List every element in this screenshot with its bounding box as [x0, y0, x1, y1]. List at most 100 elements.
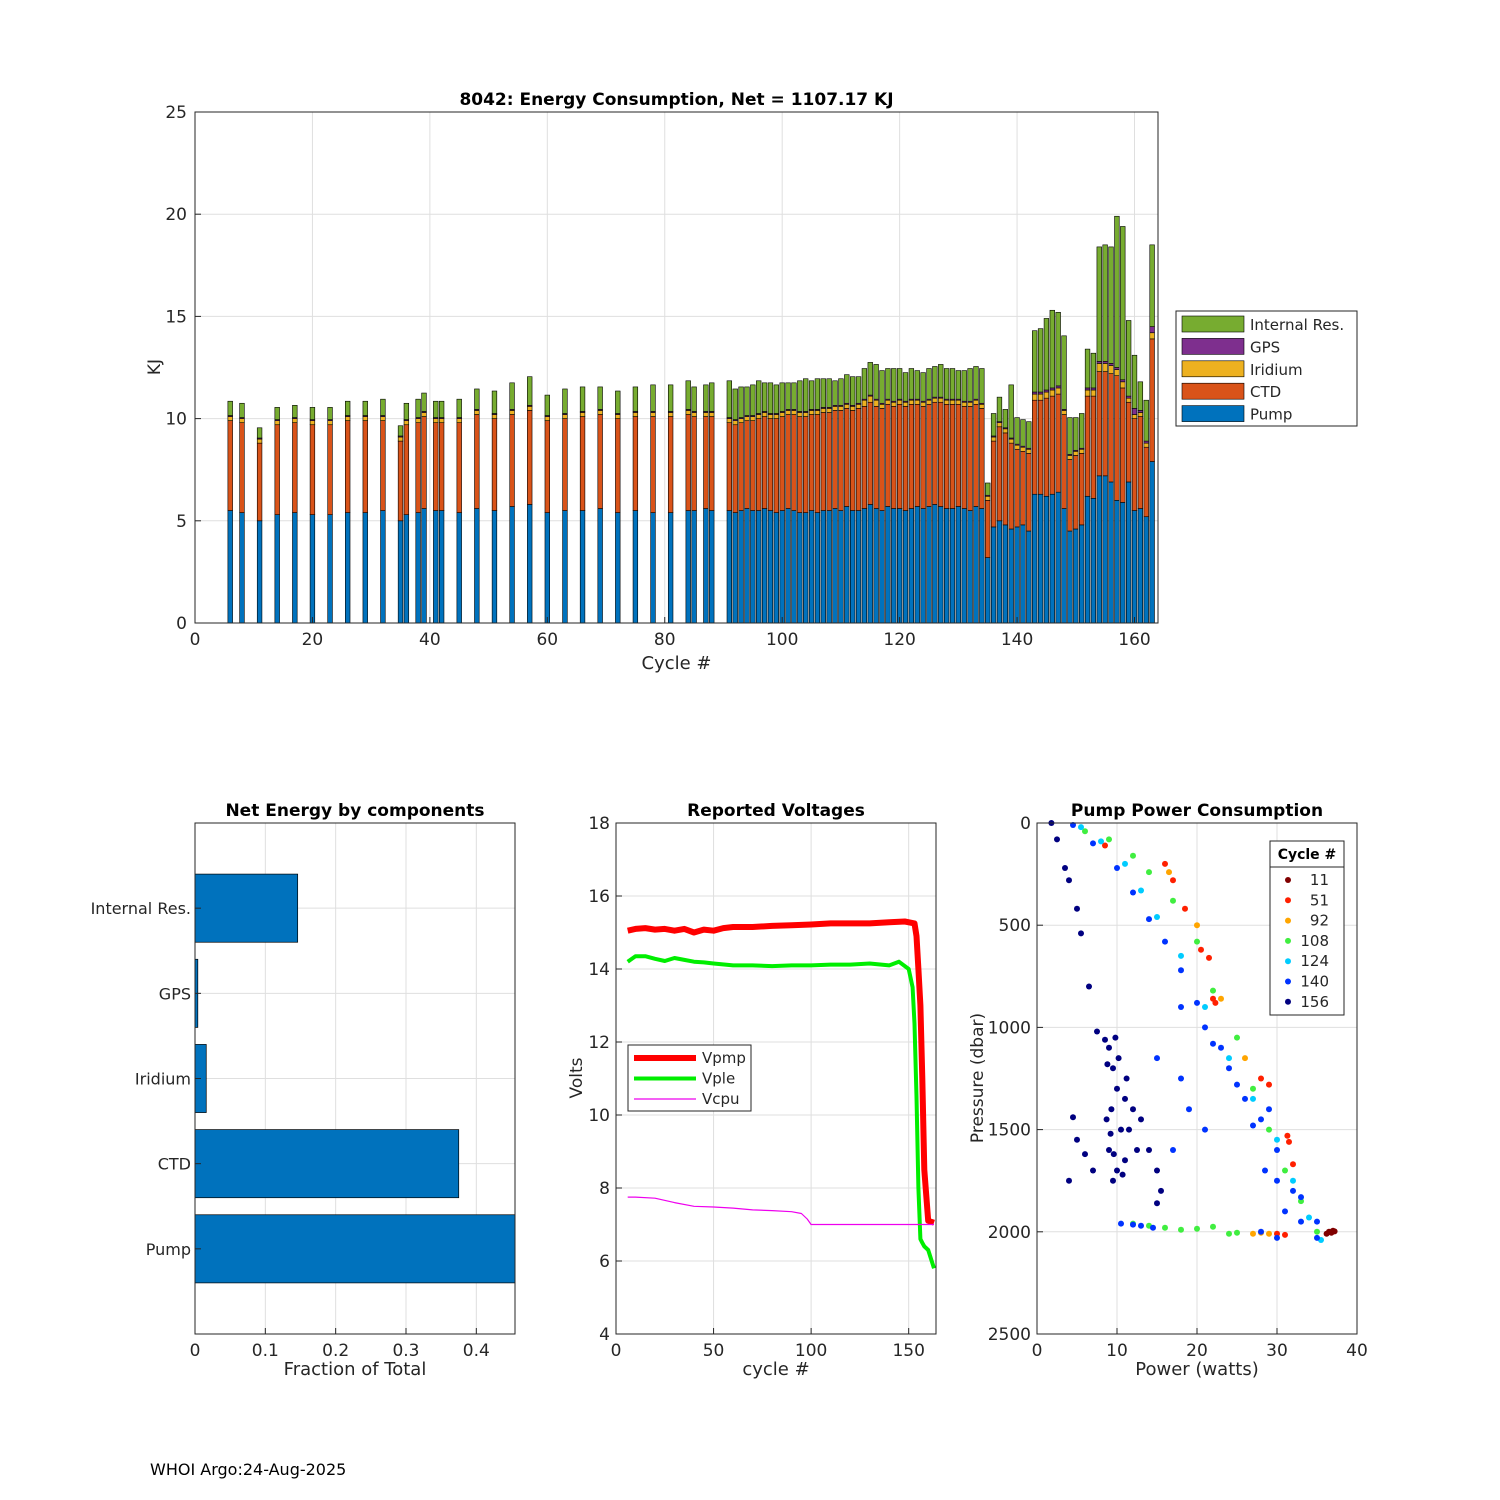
energy-bar-pump: [926, 506, 932, 624]
pump-ytick-label: 2500: [988, 1325, 1031, 1345]
energy-bar-internalres: [732, 388, 738, 420]
energy-bar-internalres: [785, 382, 791, 410]
energy-bar-ctd: [1102, 371, 1108, 477]
energy-bar-pump: [949, 508, 956, 624]
components-bar-internalres: [194, 873, 299, 943]
energy-ytick-label: 0: [176, 614, 187, 634]
pump-legend-marker: [1285, 937, 1291, 944]
energy-bar-internalres: [926, 368, 932, 400]
energy-bar-internalres: [1090, 352, 1097, 389]
components-ytick-label: Internal Res.: [91, 899, 191, 918]
energy-bar-ctd: [808, 414, 815, 511]
energy-bar-ctd: [1120, 387, 1126, 503]
pump-point-cycle-156: [1106, 1147, 1112, 1153]
pump-point-cycle-124: [1154, 914, 1160, 920]
energy-legend-swatch: [1181, 338, 1245, 355]
energy-bar-internalres: [1008, 384, 1014, 439]
energy-bar-ctd: [773, 418, 779, 513]
pump-xtick-label: 20: [1186, 1341, 1208, 1361]
pump-point-cycle-156: [1082, 1151, 1088, 1158]
energy-bar-internalres: [938, 364, 944, 398]
energy-bar-ctd: [491, 418, 498, 511]
pump-xlabel: Power (watts): [1135, 1359, 1258, 1380]
energy-bar-iridium: [1049, 389, 1055, 397]
energy-bar-gps: [1043, 389, 1050, 393]
energy-bar-internalres: [879, 370, 885, 404]
voltages-xtick-label: 100: [795, 1341, 827, 1361]
energy-bar-ctd: [908, 403, 915, 509]
pump-point-cycle-51: [1170, 877, 1176, 884]
energy-bar-internalres: [597, 386, 603, 410]
pump-point-cycle-124: [1122, 860, 1128, 867]
pump-point-cycle-156: [1054, 836, 1060, 843]
energy-bar-pump: [562, 510, 568, 624]
energy-bar-iridium: [579, 412, 586, 417]
pump-point-cycle-51: [1290, 1161, 1296, 1168]
energy-xtick-label: 40: [419, 630, 441, 650]
energy-bar-pump: [1108, 481, 1114, 624]
pump-point-cycle-140: [1186, 1106, 1192, 1113]
voltages-ticks: 0 50 100 150 4 6 8 10 12 14 16 18: [588, 814, 925, 1361]
energy-bar-internalres: [415, 398, 421, 418]
energy-bar-iridium: [1055, 387, 1061, 395]
energy-bar-pump: [891, 508, 897, 624]
energy-bar-ctd: [421, 416, 427, 509]
energy-bar-internalres: [650, 384, 656, 412]
energy-bar-ctd: [397, 440, 404, 522]
energy-legend: Internal Res. GPS Iridium CTD Pump: [1175, 310, 1358, 427]
energy-bar-ctd: [650, 416, 656, 513]
energy-title: 8042: Energy Consumption, Net = 1107.17 …: [459, 90, 893, 110]
energy-bar-ctd: [855, 408, 862, 511]
pump-point-cycle-140: [1170, 1147, 1176, 1153]
pump-point-cycle-92: [1218, 995, 1224, 1002]
energy-ytick-label: 10: [165, 410, 187, 430]
energy-bar-ctd: [1114, 375, 1120, 501]
energy-bar-pump: [943, 508, 950, 624]
energy-bar-pump: [832, 508, 838, 624]
energy-bar-gps: [1055, 385, 1061, 389]
pump-point-cycle-124: [1178, 952, 1184, 959]
pump-point-cycle-156: [1138, 1116, 1144, 1123]
pump-point-cycle-108: [1250, 1085, 1256, 1092]
energy-bar-internalres: [309, 407, 316, 420]
pump-point-cycle-140: [1258, 1228, 1264, 1235]
energy-bar-iridium: [891, 401, 897, 407]
pump-legend-marker: [1285, 917, 1291, 924]
energy-bar-ctd: [820, 412, 826, 511]
energy-bar-ctd: [1079, 453, 1085, 526]
pump-point-cycle-140: [1262, 1167, 1268, 1174]
energy-bar-internalres: [239, 402, 245, 418]
energy-legend-label: GPS: [1250, 338, 1280, 356]
energy-bar-internalres: [949, 368, 956, 400]
energy-bar-iridium: [1061, 410, 1067, 415]
pump-point-cycle-108: [1194, 1225, 1200, 1232]
voltage-legend-label: Vple: [702, 1070, 735, 1088]
pump-point-cycle-92: [1166, 869, 1172, 876]
pump-point-cycle-108: [1194, 938, 1200, 945]
energy-bar-ctd: [615, 418, 621, 513]
pump-point-cycle-140: [1298, 1194, 1304, 1201]
energy-bar-ctd: [926, 403, 932, 507]
energy-bar-ctd: [943, 403, 950, 509]
pump-point-cycle-140: [1202, 1126, 1208, 1133]
energy-bar-pump: [1032, 493, 1038, 624]
energy-bar-iridium: [1120, 381, 1126, 389]
energy-bar-ctd: [838, 410, 844, 511]
energy-bar-pump: [597, 508, 603, 624]
energy-bar-iridium: [750, 416, 756, 421]
energy-bar-internalres: [474, 388, 480, 410]
energy-bar-iridium: [996, 422, 1003, 428]
pump-point-cycle-140: [1146, 916, 1152, 923]
pump-point-cycle-140: [1090, 840, 1096, 847]
energy-bar-pump: [1084, 495, 1091, 624]
pump-point-cycle-108: [1146, 869, 1152, 876]
pump-point-cycle-140: [1178, 967, 1184, 974]
energy-bar-ctd: [756, 418, 762, 511]
energy-bar-ctd: [380, 420, 386, 511]
energy-bar-pump: [309, 514, 316, 624]
energy-bar-pump: [867, 504, 873, 624]
energy-bar-ctd: [544, 420, 550, 513]
energy-bar-ctd: [867, 401, 873, 505]
pump-ylabel: Pressure (dbar): [968, 1013, 988, 1143]
energy-bar-pump: [779, 510, 785, 624]
